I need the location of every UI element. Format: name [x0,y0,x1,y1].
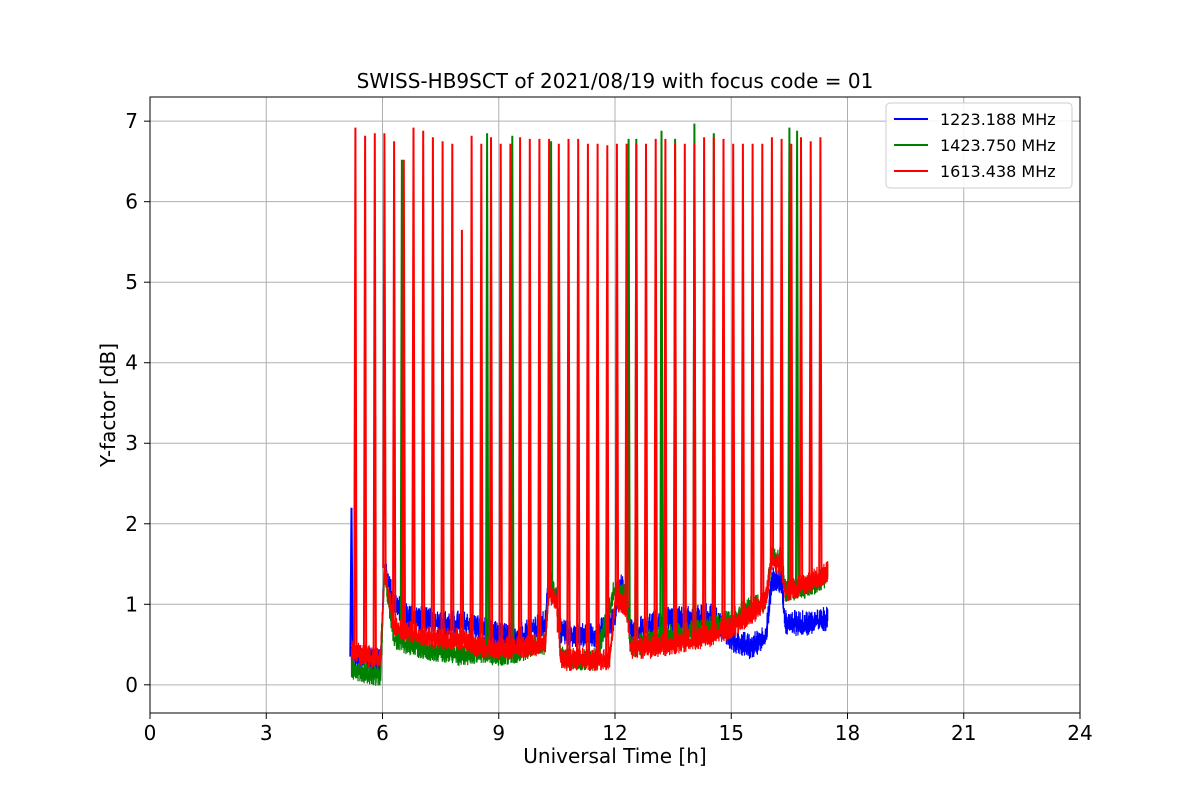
x-tick-label: 18 [835,721,860,745]
calibration-spike [576,138,581,661]
y-tick-label: 2 [125,512,138,536]
calibration-spike [537,138,542,646]
calibration-spike [605,145,610,661]
x-tick-label: 15 [719,721,744,745]
calibration-spike [392,141,397,629]
calibration-spike [556,143,561,633]
calibration-spike [624,143,629,609]
y-tick-label: 5 [125,270,138,294]
calibration-spike [795,130,800,591]
series-1613438 [350,127,829,671]
legend-label-1613: 1613.438 MHz [940,162,1056,181]
calibration-spike [382,133,387,569]
calibration-spike [702,137,707,639]
legend-label-1223: 1223.188 MHz [940,110,1056,129]
x-tick-label: 12 [602,721,627,745]
y-tick-label: 7 [125,109,138,133]
calibration-spike [450,143,455,641]
calibration-spike [566,138,571,661]
calibration-spike [634,143,639,649]
calibration-spike [498,143,503,649]
calibration-spike [440,141,445,641]
calibration-spike [469,135,474,646]
calibration-spike [798,137,804,587]
calibration-spike [353,127,358,654]
legend: 1223.188 MHz 1423.750 MHz 1613.438 MHz [885,102,1073,189]
x-tick-label: 0 [144,721,157,745]
calibration-spike [459,229,465,642]
x-tick-label: 6 [376,721,389,745]
y-tick-label: 1 [125,592,138,616]
calibration-spike [672,143,678,645]
calibration-spike [808,141,813,584]
x-tick-label: 3 [260,721,273,745]
x-tick-label: 9 [492,721,505,745]
calibration-spike [547,138,552,593]
calibration-spike [789,143,794,591]
legend-box [885,102,1073,189]
calibration-spike [527,138,532,647]
calibration-spike [517,137,523,649]
calibration-spike [401,159,406,632]
calibration-spike [595,143,600,661]
calibration-spike [488,137,494,649]
calibration-spike [711,137,716,636]
y-tick-label: 0 [125,673,138,697]
calibration-spike [349,507,354,657]
calibration-spike [731,143,736,628]
chart-title: SWISS-HB9SCT of 2021/08/19 with focus co… [357,69,874,93]
calibration-spike [692,143,697,641]
calibration-spike [421,130,426,637]
y-tick-label: 3 [125,431,138,455]
calibration-spike [508,143,513,649]
y-axis-label: Y-factor [dB] [96,343,120,468]
calibration-spike [430,137,435,639]
calibration-spike [485,133,490,655]
y-tick-label: 6 [125,190,138,214]
calibration-spike [750,143,755,615]
calibration-spike [740,143,745,622]
calibration-spike [659,130,664,639]
calibration-spike [479,143,484,649]
calibration-spike [663,138,668,647]
legend-label-1423: 1423.750 MHz [940,136,1056,155]
calibration-spike [643,143,649,649]
calibration-spike [585,143,590,661]
calibration-spike [682,143,687,643]
calibration-spike [769,137,775,561]
calibration-spike [653,138,658,649]
calibration-spike [411,127,416,635]
y-tick-label: 4 [125,351,138,375]
plot-area [349,123,829,686]
calibration-spike [779,138,784,569]
calibration-spike [614,143,620,602]
x-axis-label: Universal Time [h] [523,744,706,768]
calibration-spike [818,137,823,577]
calibration-spike [362,135,368,658]
x-tick-label: 24 [1067,721,1092,745]
x-tick-label: 21 [951,721,976,745]
calibration-spike [760,143,765,605]
calibration-spike [721,138,726,632]
calibration-spike [372,133,377,660]
